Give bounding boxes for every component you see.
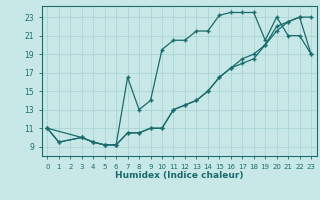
- X-axis label: Humidex (Indice chaleur): Humidex (Indice chaleur): [115, 171, 244, 180]
